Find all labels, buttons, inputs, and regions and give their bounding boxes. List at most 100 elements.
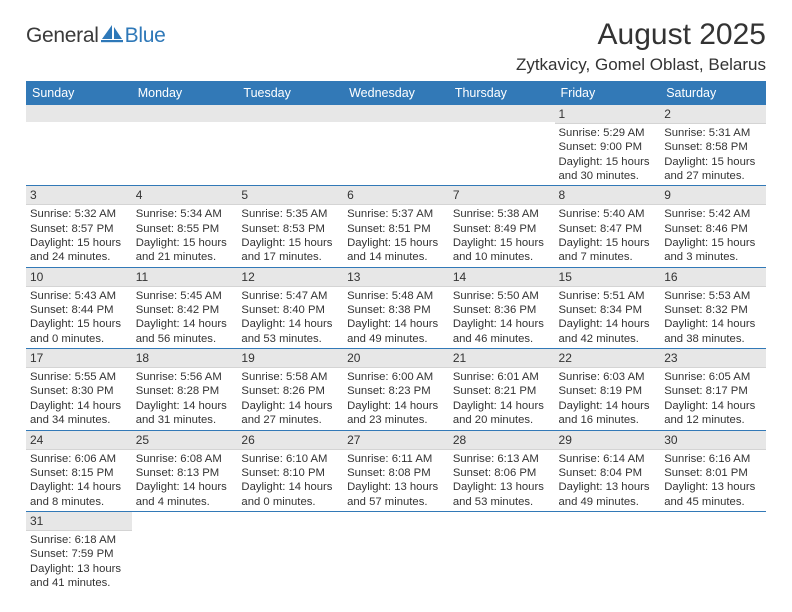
page-title: August 2025 — [516, 18, 766, 52]
daylight-line: Daylight: 15 hours and 3 minutes. — [664, 236, 762, 265]
sunset-line: Sunset: 8:42 PM — [136, 303, 234, 317]
day-number: 27 — [343, 431, 449, 450]
sunset-line: Sunset: 8:15 PM — [30, 466, 128, 480]
calendar-cell: 26Sunrise: 6:10 AMSunset: 8:10 PMDayligh… — [237, 430, 343, 511]
sunset-line: Sunset: 8:53 PM — [241, 222, 339, 236]
sunset-line: Sunset: 8:17 PM — [664, 384, 762, 398]
sunset-line: Sunset: 8:47 PM — [559, 222, 657, 236]
daylight-line: Daylight: 14 hours and 31 minutes. — [136, 399, 234, 428]
sunset-line: Sunset: 8:44 PM — [30, 303, 128, 317]
day-body: Sunrise: 6:16 AMSunset: 8:01 PMDaylight:… — [660, 450, 766, 511]
day-body: Sunrise: 6:13 AMSunset: 8:06 PMDaylight:… — [449, 450, 555, 511]
calendar-cell: 14Sunrise: 5:50 AMSunset: 8:36 PMDayligh… — [449, 267, 555, 348]
header: General Blue August 2025 Zytkavicy, Gome… — [26, 18, 766, 75]
sunrise-line: Sunrise: 6:01 AM — [453, 370, 551, 384]
day-body: Sunrise: 5:56 AMSunset: 8:28 PMDaylight:… — [132, 368, 238, 429]
sunset-line: Sunset: 8:51 PM — [347, 222, 445, 236]
day-body: Sunrise: 6:03 AMSunset: 8:19 PMDaylight:… — [555, 368, 661, 429]
sunset-line: Sunset: 8:36 PM — [453, 303, 551, 317]
daylight-line: Daylight: 14 hours and 8 minutes. — [30, 480, 128, 509]
sunset-line: Sunset: 8:32 PM — [664, 303, 762, 317]
sunrise-line: Sunrise: 5:50 AM — [453, 289, 551, 303]
calendar-week-row: 17 Sunrise: 5:55 AMSunset: 8:30 PM Dayligh… — [26, 349, 766, 430]
daylight-line: Daylight: 14 hours and 16 minutes. — [559, 399, 657, 428]
day-number: 17 — [26, 349, 132, 368]
sunset-line: Sunset: 8:26 PM — [241, 384, 339, 398]
sunrise-line: Sunrise: 6:00 AM — [347, 370, 445, 384]
sunrise-line: Sunrise: 5:42 AM — [664, 207, 762, 221]
day-number: 21 — [449, 349, 555, 368]
sunrise-line: Sunrise: 6:16 AM — [664, 452, 762, 466]
day-number: 16 — [660, 268, 766, 287]
calendar-cell: 29Sunrise: 6:14 AMSunset: 8:04 PMDayligh… — [555, 430, 661, 511]
sunrise-line: Sunrise: 5:45 AM — [136, 289, 234, 303]
calendar-cell: 10Sunrise: 5:43 AMSunset: 8:44 PMDayligh… — [26, 267, 132, 348]
sunset-line: Sunset: 8:01 PM — [664, 466, 762, 480]
day-body: Sunrise: 5:34 AMSunset: 8:55 PMDaylight:… — [132, 205, 238, 266]
sunset-line: Sunset: 8:19 PM — [559, 384, 657, 398]
day-body: Sunrise: 5:37 AMSunset: 8:51 PMDaylight:… — [343, 205, 449, 266]
daylight-line: Daylight: 13 hours and 45 minutes. — [664, 480, 762, 509]
daylight-line: Daylight: 14 hours and 0 minutes. — [241, 480, 339, 509]
calendar-week-row: 1Sunrise: 5:29 AMSunset: 9:00 PMDaylight… — [26, 105, 766, 186]
day-body: Sunrise: 5:50 AMSunset: 8:36 PMDaylight:… — [449, 287, 555, 348]
page: General Blue August 2025 Zytkavicy, Gome… — [0, 0, 792, 592]
calendar-week-row: 31Sunrise: 6:18 AMSunset: 7:59 PMDayligh… — [26, 511, 766, 592]
sunset-line: Sunset: 8:06 PM — [453, 466, 551, 480]
sunset-line: Sunset: 8:40 PM — [241, 303, 339, 317]
calendar-cell: 16Sunrise: 5:53 AMSunset: 8:32 PMDayligh… — [660, 267, 766, 348]
day-body: Sunrise: 5:47 AMSunset: 8:40 PMDaylight:… — [237, 287, 343, 348]
calendar-cell: 30Sunrise: 6:16 AMSunset: 8:01 PMDayligh… — [660, 430, 766, 511]
calendar-cell: 8Sunrise: 5:40 AMSunset: 8:47 PMDaylight… — [555, 186, 661, 267]
day-number: 4 — [132, 186, 238, 205]
weekday-header: Monday — [132, 81, 238, 105]
daylight-line: Daylight: 14 hours and 53 minutes. — [241, 317, 339, 346]
calendar-cell: 11Sunrise: 5:45 AMSunset: 8:42 PMDayligh… — [132, 267, 238, 348]
day-number: 6 — [343, 186, 449, 205]
daylight-line: Daylight: 14 hours and 27 minutes. — [241, 399, 339, 428]
daylight-line: Daylight: 13 hours and 57 minutes. — [347, 480, 445, 509]
day-body: Sunrise: 6:01 AMSunset: 8:21 PMDaylight:… — [449, 368, 555, 429]
calendar-cell: 13Sunrise: 5:48 AMSunset: 8:38 PMDayligh… — [343, 267, 449, 348]
calendar-cell — [26, 105, 132, 186]
sunrise-line: Sunrise: 5:40 AM — [559, 207, 657, 221]
daylight-line: Daylight: 13 hours and 41 minutes. — [30, 562, 128, 591]
sunrise-line: Sunrise: 5:47 AM — [241, 289, 339, 303]
daylight-line: Daylight: 15 hours and 7 minutes. — [559, 236, 657, 265]
sunrise-line: Sunrise: 5:29 AM — [559, 126, 657, 140]
sunrise-line: Sunrise: 5:55 AM — [30, 370, 128, 384]
sunset-line: Sunset: 8:08 PM — [347, 466, 445, 480]
daylight-line: Daylight: 15 hours and 24 minutes. — [30, 236, 128, 265]
sunset-line: Sunset: 8:49 PM — [453, 222, 551, 236]
daylight-line: Daylight: 14 hours and 23 minutes. — [347, 399, 445, 428]
sunset-line: Sunset: 8:30 PM — [30, 384, 128, 398]
day-number: 24 — [26, 431, 132, 450]
calendar-cell: 22Sunrise: 6:03 AMSunset: 8:19 PMDayligh… — [555, 349, 661, 430]
weekday-header-row: SundayMondayTuesdayWednesdayThursdayFrid… — [26, 81, 766, 105]
day-number: 7 — [449, 186, 555, 205]
day-number: 12 — [237, 268, 343, 287]
day-body: Sunrise: 5:53 AMSunset: 8:32 PMDaylight:… — [660, 287, 766, 348]
calendar-cell: 25Sunrise: 6:08 AMSunset: 8:13 PMDayligh… — [132, 430, 238, 511]
sunset-line: Sunset: 8:46 PM — [664, 222, 762, 236]
calendar-cell: 2Sunrise: 5:31 AMSunset: 8:58 PMDaylight… — [660, 105, 766, 186]
sunset-line: Sunset: 7:59 PM — [30, 547, 128, 561]
daylight-line: Daylight: 13 hours and 49 minutes. — [559, 480, 657, 509]
sunset-line: Sunset: 8:38 PM — [347, 303, 445, 317]
calendar-cell: 28Sunrise: 6:13 AMSunset: 8:06 PMDayligh… — [449, 430, 555, 511]
day-body: Sunrise: 6:10 AMSunset: 8:10 PMDaylight:… — [237, 450, 343, 511]
daylight-line: Daylight: 15 hours and 27 minutes. — [664, 155, 762, 184]
day-body: Sunrise: 5:42 AMSunset: 8:46 PMDaylight:… — [660, 205, 766, 266]
daylight-line: Daylight: 14 hours and 49 minutes. — [347, 317, 445, 346]
day-body: Sunrise: 5:43 AMSunset: 8:44 PMDaylight:… — [26, 287, 132, 348]
sunrise-line: Sunrise: 5:31 AM — [664, 126, 762, 140]
daylight-line: Daylight: 14 hours and 12 minutes. — [664, 399, 762, 428]
day-body: Sunrise: 6:11 AMSunset: 8:08 PMDaylight:… — [343, 450, 449, 511]
day-number: 1 — [555, 105, 661, 124]
daylight-line: Daylight: 14 hours and 42 minutes. — [559, 317, 657, 346]
weekday-header: Thursday — [449, 81, 555, 105]
sunrise-line: Sunrise: 6:06 AM — [30, 452, 128, 466]
location-subtitle: Zytkavicy, Gomel Oblast, Belarus — [516, 55, 766, 75]
sunset-line: Sunset: 8:13 PM — [136, 466, 234, 480]
sunrise-line: Sunrise: 6:03 AM — [559, 370, 657, 384]
